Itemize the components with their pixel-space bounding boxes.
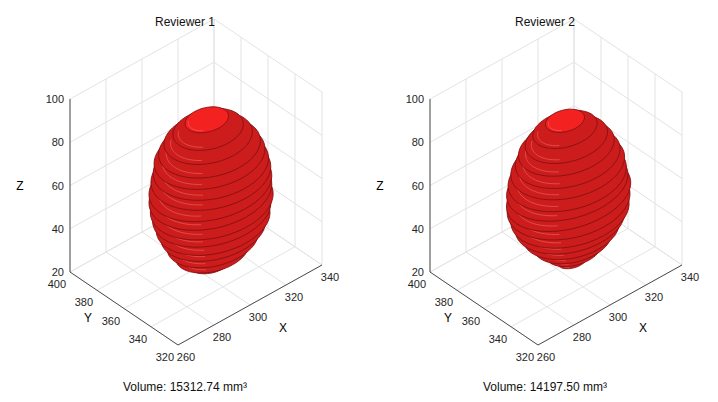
x-axis-line — [538, 265, 682, 345]
z-tick-label: 80 — [52, 136, 64, 148]
z-axis-title: Z — [16, 179, 23, 193]
figure: 2602803003203403203403603804002040608010… — [0, 0, 718, 402]
slice-highlight — [538, 131, 560, 145]
slice — [546, 109, 585, 132]
y-tick-label: 400 — [48, 278, 66, 290]
x-tick-label: 260 — [177, 351, 195, 363]
z-axis-title: Z — [376, 179, 383, 193]
x-tick-label: 300 — [249, 311, 267, 323]
grid-line — [574, 19, 682, 92]
annotation: Volume: 14197.50 mm³ — [483, 380, 607, 394]
x-tick-label: 340 — [681, 271, 699, 283]
z-axis-line — [430, 99, 431, 272]
panel: 260 280 300 320 340 320 340 360 380 40020 40 60 80 10… — [376, 15, 699, 394]
grid-line — [430, 19, 574, 99]
title: Reviewer 2 — [515, 15, 575, 29]
z-tick-label: 100 — [406, 93, 424, 105]
z-tick-label: 100 — [46, 93, 64, 105]
grid-line — [430, 272, 538, 345]
z-tick-label: 60 — [412, 180, 424, 192]
x-tick-label: 320 — [285, 291, 303, 303]
tick-labels: 260 280 300 320 340 320 340 360 380 40020 40 60 80 10… — [46, 93, 340, 363]
y-axis-line — [430, 272, 538, 345]
grid-line — [178, 265, 322, 345]
grid-line — [214, 19, 322, 92]
slice-highlight — [548, 122, 561, 131]
x-tick-label: 280 — [213, 331, 231, 343]
y-tick-label: 340 — [129, 333, 147, 345]
y-tick-label: 320 — [516, 351, 534, 363]
x-axis-title: X — [279, 321, 287, 335]
axes — [430, 99, 682, 345]
x-tick-label: 280 — [573, 331, 591, 343]
grid-line — [70, 19, 214, 99]
x-tick-label: 340 — [321, 271, 339, 283]
z-tick-label: 60 — [52, 180, 64, 192]
z-tick-label: 80 — [412, 136, 424, 148]
x-tick-label: 300 — [609, 311, 627, 323]
x-tick-label: 260 — [537, 351, 555, 363]
x-axis-title: X — [639, 321, 647, 335]
y-axis-title: Y — [84, 311, 92, 325]
y-tick-label: 380 — [75, 296, 93, 308]
grid-line — [538, 265, 682, 345]
axes — [70, 99, 322, 345]
grid — [70, 19, 322, 345]
volume — [149, 107, 273, 274]
y-tick-label: 320 — [156, 351, 174, 363]
y-tick-label: 340 — [489, 333, 507, 345]
panel: 260 280 300 320 340 320 340 360 380 40020 40 60 80 10… — [16, 15, 339, 394]
z-tick-label: 40 — [52, 223, 64, 235]
y-tick-label: 360 — [462, 315, 480, 327]
slice-highlight — [188, 121, 203, 131]
grid — [430, 19, 682, 345]
grid-line — [70, 99, 71, 272]
z-tick-label: 20 — [412, 266, 424, 278]
x-axis-line — [178, 265, 322, 345]
tick-labels: 260 280 300 320 340 320 340 360 380 40020 40 60 80 10… — [406, 93, 700, 363]
y-axis-title: Y — [444, 311, 452, 325]
slice-highlight — [178, 131, 203, 148]
y-axis-line — [70, 272, 178, 345]
grid-line — [430, 99, 431, 272]
title: Reviewer 1 — [155, 15, 215, 29]
z-axis-line — [70, 99, 71, 272]
z-tick-label: 40 — [412, 223, 424, 235]
annotation: Volume: 15312.74 mm³ — [123, 380, 247, 394]
z-tick-label: 20 — [52, 266, 64, 278]
volume — [507, 109, 631, 269]
y-tick-label: 380 — [435, 296, 453, 308]
y-tick-label: 400 — [408, 278, 426, 290]
grid-line — [70, 272, 178, 345]
x-tick-label: 320 — [645, 291, 663, 303]
y-tick-label: 360 — [102, 315, 120, 327]
slice — [185, 107, 228, 133]
